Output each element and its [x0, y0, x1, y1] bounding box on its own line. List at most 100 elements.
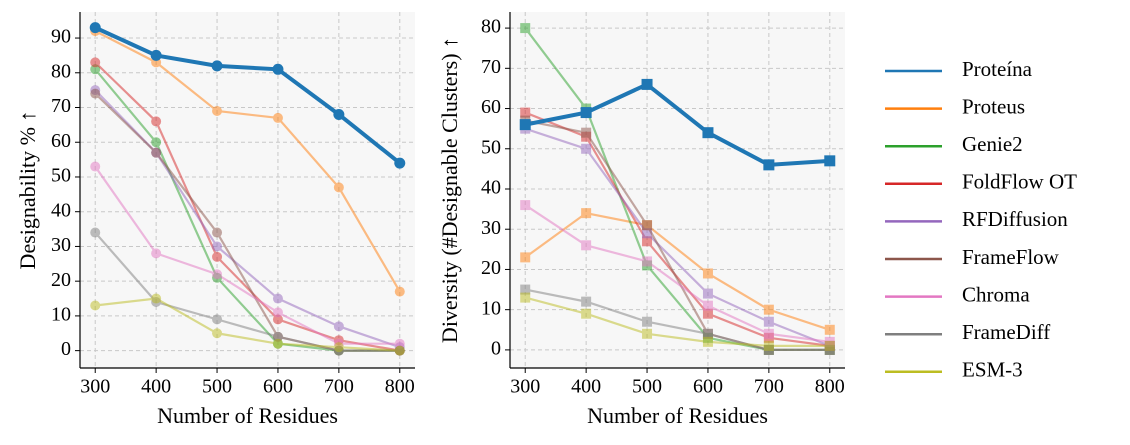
point: [272, 307, 283, 318]
point: [90, 57, 101, 68]
point: [642, 256, 653, 267]
series-line: [524, 127, 831, 347]
y-tick-label: 80: [51, 60, 71, 82]
point: [212, 328, 223, 339]
x-tick-label: 600: [693, 376, 723, 398]
legend-label: FrameDiff: [962, 320, 1050, 344]
x-axis-label: Number of Residues: [157, 403, 338, 428]
y-tick-label: 60: [481, 96, 501, 118]
series: [89, 22, 406, 169]
legend-label: Proteus: [962, 94, 1025, 118]
x-tick-label: 300: [80, 376, 110, 398]
y-tick-label: 10: [51, 303, 71, 325]
y-tick-label: 60: [51, 130, 71, 152]
point: [519, 119, 531, 131]
point: [763, 340, 774, 351]
point: [89, 22, 101, 34]
y-tick-label: 20: [51, 269, 71, 291]
series-line: [524, 211, 831, 331]
point: [150, 49, 162, 61]
point: [581, 308, 592, 319]
x-tick-label: 700: [754, 376, 784, 398]
point: [520, 252, 531, 263]
y-axis-label: Designability % ↑: [15, 111, 40, 270]
point: [581, 143, 592, 154]
legend-label: RFDiffusion: [962, 207, 1068, 231]
point: [642, 328, 653, 339]
point: [212, 269, 223, 280]
series-line: [525, 288, 830, 351]
point: [333, 182, 344, 193]
point: [581, 208, 592, 219]
point: [394, 157, 406, 169]
x-tick-label: 800: [815, 376, 845, 398]
point: [824, 155, 836, 167]
x-tick-label: 800: [385, 376, 415, 398]
y-tick-label: 40: [51, 199, 71, 221]
point: [333, 321, 344, 332]
point: [520, 284, 531, 295]
x-tick-label: 700: [324, 376, 354, 398]
point: [520, 292, 531, 303]
point: [702, 308, 713, 319]
point: [90, 64, 101, 75]
series-line: [94, 25, 402, 165]
y-tick-label: 70: [481, 56, 501, 78]
point: [394, 345, 405, 356]
point: [90, 88, 101, 99]
x-tick-label: 300: [510, 376, 540, 398]
series: [90, 293, 405, 356]
point: [581, 127, 592, 138]
point: [642, 316, 653, 327]
y-tick-label: 30: [481, 217, 501, 239]
point: [702, 300, 713, 311]
y-tick-label: 10: [481, 297, 501, 319]
y-axis-label: Diversity (#Designable Clusters) ↑: [437, 37, 462, 343]
point: [90, 227, 101, 238]
series-line: [94, 165, 400, 345]
point: [520, 23, 531, 34]
series-line: [94, 30, 401, 293]
point: [151, 116, 162, 127]
point: [763, 159, 775, 171]
legend-label: FoldFlow OT: [962, 170, 1077, 194]
point: [581, 296, 592, 307]
point: [151, 248, 162, 259]
point: [520, 200, 531, 211]
point: [212, 227, 223, 238]
point: [642, 220, 653, 231]
y-tick-label: 50: [51, 165, 71, 187]
point: [394, 338, 405, 349]
x-tick-label: 600: [263, 376, 293, 398]
point: [642, 228, 653, 239]
point: [212, 251, 223, 262]
point: [763, 316, 774, 327]
point: [272, 112, 283, 123]
point: [520, 107, 531, 118]
series-line: [95, 297, 400, 352]
x-axis-label: Number of Residues: [587, 403, 768, 428]
point: [702, 127, 714, 139]
y-tick-label: 90: [51, 26, 71, 48]
x-tick-label: 500: [632, 376, 662, 398]
x-tick-label: 400: [141, 376, 171, 398]
series-line: [524, 82, 830, 167]
series-line: [524, 204, 830, 343]
point: [702, 336, 713, 347]
point: [272, 314, 283, 325]
point: [824, 340, 835, 351]
point: [272, 63, 284, 75]
point: [580, 107, 592, 119]
x-tick-label: 500: [202, 376, 232, 398]
point: [642, 236, 653, 247]
point: [90, 161, 101, 172]
point: [824, 324, 835, 335]
plot-area: [510, 12, 845, 368]
point: [702, 268, 713, 279]
point: [90, 300, 101, 311]
point: [581, 240, 592, 251]
point: [212, 314, 223, 325]
y-tick-label: 50: [481, 136, 501, 158]
point: [212, 105, 223, 116]
point: [212, 241, 223, 252]
